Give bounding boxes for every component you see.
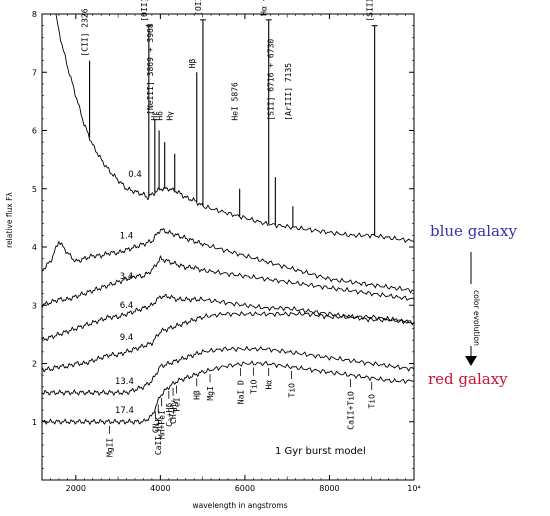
model-label: 1 Gyr burst model	[275, 446, 366, 457]
emission-line-label: [ArIII] 7135	[284, 63, 293, 121]
absorption-line-label: MgII	[106, 438, 115, 457]
series-label: 1.4	[120, 231, 134, 241]
y-tick-label: 3	[32, 301, 37, 310]
emission-line-label: [CII] 2326	[81, 8, 90, 56]
y-tick-label: 2	[32, 360, 37, 369]
absorption-line-label: C₂+Hδ	[165, 403, 174, 427]
absorption-line-label: TiO	[249, 379, 258, 394]
emission-line-label: Hγ	[166, 111, 175, 121]
absorption-line-label: TiO	[368, 394, 377, 409]
plot-border	[41, 13, 415, 481]
emission-line-label: [NeIII] 3869 + 3968	[146, 23, 155, 115]
series-label: 13.4	[115, 377, 134, 387]
absorption-line-label: NaI D	[236, 380, 245, 404]
absorption-line-label: Hβ	[193, 390, 202, 400]
absorption-line-label: TiO	[287, 383, 296, 398]
absorption-line-label: FeI	[173, 397, 182, 412]
series-line-3.4	[42, 255, 414, 308]
emission-line-label: [SII] 6716 + 6730	[266, 39, 275, 121]
series-line-9.4	[42, 310, 414, 373]
y-tick-label: 4	[32, 243, 37, 252]
series-label: 0.4	[128, 170, 142, 180]
absorption-line-label: CaII+TiO	[347, 391, 356, 430]
y-tick-label: 1	[32, 418, 37, 427]
emission-line-label: HeI 5876	[231, 82, 240, 121]
emission-line-label: Hα + [NII] 6548 + 6583	[260, 0, 269, 16]
x-tick-label: 4000	[150, 484, 170, 493]
emission-line-label: [OII] 3727	[140, 0, 149, 22]
red-galaxy-label: red galaxy	[428, 370, 508, 388]
emission-line-label: Hδ	[156, 111, 165, 121]
absorption-line-label: CaII H+K	[154, 416, 163, 455]
x-tick-label: 10⁴	[407, 484, 420, 493]
emission-line-label: Hβ	[188, 58, 197, 68]
plot-frame	[41, 13, 415, 481]
y-axis: 1 2 3 4 5 6 7 8	[32, 10, 414, 469]
blue-galaxy-label: blue galaxy	[430, 222, 517, 240]
x-tick-label: 8000	[319, 484, 339, 493]
y-axis-label: relative flux Fλ	[5, 192, 14, 248]
emission-lines: [CII] 2326[OII] 3727[NeIII] 3869 + 3968H…	[81, 0, 378, 236]
emission-line-label: [SIII] 9069 + 9532	[366, 0, 375, 22]
x-axis: 2000 4000 6000 8000 10⁴	[50, 14, 421, 493]
y-tick-label: 7	[32, 68, 37, 77]
series-line-1.4	[42, 228, 414, 294]
series-label: 17.4	[115, 406, 134, 416]
x-axis-label: wavelength in angstroms	[193, 501, 288, 510]
emission-line-label: Hε	[150, 111, 159, 121]
series-line-6.4	[42, 293, 414, 341]
series-line-0.4	[55, 14, 414, 243]
series-line-17.4	[42, 360, 414, 426]
absorption-line-label: CH+Hγ	[169, 400, 178, 424]
x-tick-label: 2000	[66, 484, 86, 493]
series-line-13.4	[42, 345, 414, 396]
color-evolution-arrow: color evolution	[465, 252, 481, 366]
absorption-line-label: Hα	[265, 380, 274, 390]
color-evolution-label: color evolution	[472, 290, 481, 346]
x-tick-label: 6000	[235, 484, 255, 493]
emission-line-label: [OIII] 5007	[194, 0, 203, 16]
y-tick-label: 6	[32, 127, 37, 136]
series-label: 6.4	[120, 301, 134, 311]
series-label: 3.4	[120, 272, 134, 282]
absorption-line-label: Mn+FeI	[158, 410, 167, 439]
series-label: 9.4	[120, 333, 134, 343]
absorption-line-label: MgI	[206, 386, 215, 401]
y-tick-label: 5	[32, 185, 37, 194]
series-layer	[42, 14, 414, 426]
absorption-line-label: CN	[151, 423, 160, 433]
y-tick-label: 8	[32, 10, 37, 19]
